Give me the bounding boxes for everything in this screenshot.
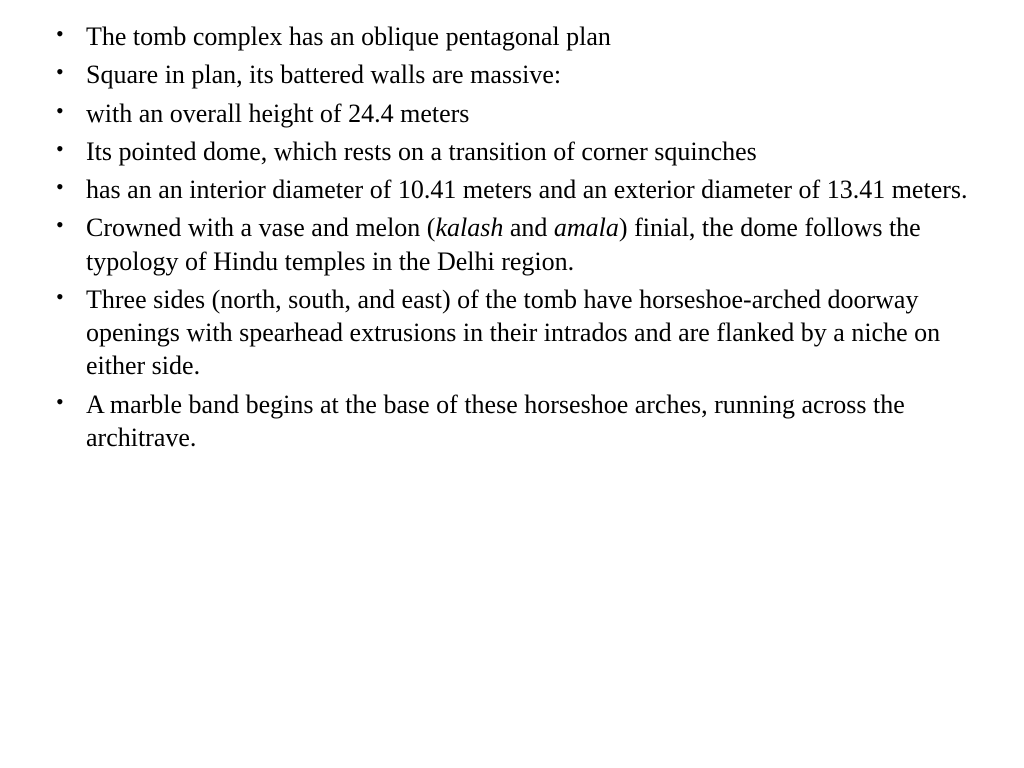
bullet-text-prefix: Crowned with a vase and melon ( xyxy=(86,213,435,242)
bullet-text-mid: and xyxy=(503,213,554,242)
list-item: with an overall height of 24.4 meters xyxy=(48,97,976,130)
bullet-text: Its pointed dome, which rests on a trans… xyxy=(86,137,757,166)
list-item: Square in plan, its battered walls are m… xyxy=(48,58,976,91)
bullet-text: Square in plan, its battered walls are m… xyxy=(86,60,561,89)
list-item: Three sides (north, south, and east) of … xyxy=(48,283,976,383)
list-item: A marble band begins at the base of thes… xyxy=(48,388,976,455)
bullet-text: has an an interior diameter of 10.41 met… xyxy=(86,175,968,204)
list-item: has an an interior diameter of 10.41 met… xyxy=(48,173,976,206)
bullet-text: A marble band begins at the base of thes… xyxy=(86,390,905,452)
bullet-text-italic: kalash xyxy=(435,213,503,242)
bullet-text: with an overall height of 24.4 meters xyxy=(86,99,469,128)
list-item: Crowned with a vase and melon (kalash an… xyxy=(48,211,976,278)
bullet-list: The tomb complex has an oblique pentagon… xyxy=(48,20,976,454)
bullet-text: Three sides (north, south, and east) of … xyxy=(86,285,940,381)
list-item: The tomb complex has an oblique pentagon… xyxy=(48,20,976,53)
bullet-text-italic: amala xyxy=(554,213,619,242)
bullet-text: The tomb complex has an oblique pentagon… xyxy=(86,22,611,51)
list-item: Its pointed dome, which rests on a trans… xyxy=(48,135,976,168)
